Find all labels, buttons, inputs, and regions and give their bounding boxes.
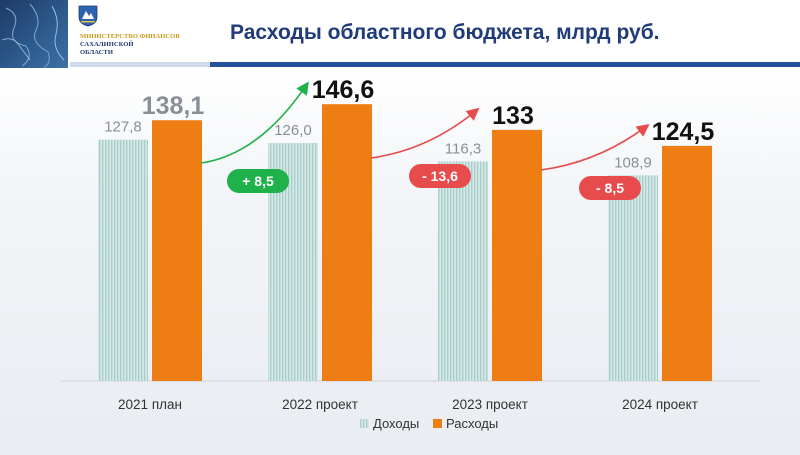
legend-label-expense: Расходы xyxy=(446,416,498,431)
legend-label-income: Доходы xyxy=(373,416,419,431)
change-badge xyxy=(227,169,289,193)
category-label: 2024 проект xyxy=(622,397,698,412)
ministry-line-3: ОБЛАСТИ xyxy=(80,49,113,56)
change-badge-label: - 13,6 xyxy=(422,168,458,184)
expense-bar xyxy=(322,104,372,382)
income-value-label: 116,3 xyxy=(445,140,481,157)
expense-value-label: 138,1 xyxy=(142,92,205,120)
income-value-label: 126,0 xyxy=(274,122,312,139)
change-badge xyxy=(409,164,471,188)
ministry-name: МИНИСТЕРСТВО ФИНАНСОВ САХАЛИНСКОЙ ОБЛАСТ… xyxy=(80,33,210,57)
expense-bar xyxy=(492,129,542,381)
change-badge-label: + 8,5 xyxy=(242,173,274,189)
legend-swatch-income xyxy=(360,419,369,428)
legend-swatch-expense xyxy=(433,419,442,428)
expense-bar xyxy=(662,145,712,381)
income-value-label: 108,9 xyxy=(614,154,652,171)
change-badge-label: - 8,5 xyxy=(596,180,624,196)
income-value-label: 127,8 xyxy=(104,119,142,136)
title-underline-light xyxy=(70,62,210,67)
income-bar xyxy=(608,175,658,381)
change-arrow xyxy=(200,81,309,164)
map-logo-tile xyxy=(0,0,68,69)
change-arrow xyxy=(540,123,650,171)
expense-value-label: 133 xyxy=(492,102,534,130)
expense-bar xyxy=(152,120,202,381)
page-title: Расходы областного бюджета, млрд руб. xyxy=(230,21,660,44)
category-label: 2023 проект xyxy=(452,397,528,412)
change-arrow xyxy=(370,107,480,159)
ministry-line-1: МИНИСТЕРСТВО ФИНАНСОВ xyxy=(80,33,180,40)
income-bar xyxy=(98,139,148,381)
expense-value-label: 124,5 xyxy=(652,118,715,146)
category-label: 2021 план xyxy=(118,397,182,412)
income-bar xyxy=(438,161,488,381)
coat-of-arms-icon xyxy=(78,5,98,27)
title-underline xyxy=(210,62,800,67)
category-label: 2022 проект xyxy=(282,397,358,412)
ministry-line-2: САХАЛИНСКОЙ xyxy=(80,41,134,48)
expense-value-label: 146,6 xyxy=(312,76,375,104)
map-contour-icon xyxy=(1,3,65,69)
change-badge xyxy=(579,176,641,200)
header: МИНИСТЕРСТВО ФИНАНСОВ САХАЛИНСКОЙ ОБЛАСТ… xyxy=(0,0,800,70)
